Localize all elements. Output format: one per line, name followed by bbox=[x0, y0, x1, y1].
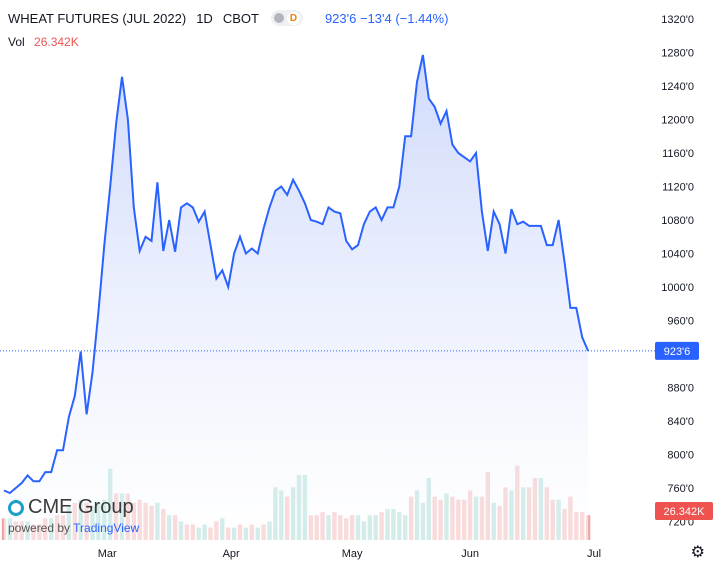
volume-badge-text: 26.342K bbox=[664, 506, 706, 518]
y-tick-label: 800'0 bbox=[667, 450, 694, 462]
x-tick-label: Jul bbox=[587, 548, 601, 560]
market-status-dot-icon bbox=[273, 13, 284, 23]
y-tick-label: 1080'0 bbox=[661, 215, 694, 227]
y-axis: 1320'0 1280'0 1240'0 1200'0 1160'0 1120'0 1080… bbox=[661, 14, 694, 529]
x-tick-label: Apr bbox=[223, 548, 240, 560]
settings-gear-icon[interactable]: ⚙ bbox=[690, 544, 705, 561]
y-tick-label: 1320'0 bbox=[661, 14, 694, 26]
y-tick-label: 840'0 bbox=[667, 416, 694, 428]
symbol-title[interactable]: WHEAT FUTURES (JUL 2022) bbox=[8, 10, 187, 26]
quote-text: 923'6 −13'4 (−1.44%) bbox=[324, 10, 449, 26]
price-area-fill bbox=[4, 55, 589, 540]
volume-value: 26.342K bbox=[34, 35, 79, 49]
axis-badges: 923'6 26.342K bbox=[655, 341, 713, 520]
volume-legend: Vol 26.342K bbox=[8, 35, 79, 49]
y-tick-label: 1040'0 bbox=[661, 249, 694, 261]
y-tick-label: 1200'0 bbox=[661, 115, 694, 127]
y-tick-label: 760'0 bbox=[667, 483, 694, 495]
powered-by-text: powered by bbox=[8, 521, 71, 535]
y-tick-label: 1160'0 bbox=[662, 148, 694, 160]
last-price-badge-text: 923'6 bbox=[664, 346, 691, 358]
y-tick-label: 1120'0 bbox=[662, 182, 694, 194]
powered-by: powered by TradingView bbox=[8, 521, 139, 535]
volume-bar bbox=[585, 515, 591, 540]
price-line bbox=[3, 54, 590, 495]
interval-label[interactable]: 1D bbox=[196, 10, 213, 26]
y-tick-label: 1240'0 bbox=[661, 81, 694, 93]
y-tick-label: 960'0 bbox=[667, 316, 694, 328]
tradingview-link[interactable]: TradingView bbox=[73, 521, 140, 535]
status-pill[interactable]: D bbox=[270, 10, 303, 26]
volume-badge bbox=[655, 502, 713, 520]
x-tick-label: May bbox=[342, 548, 363, 560]
x-tick-label: Mar bbox=[98, 548, 117, 560]
cme-logo: CME Group bbox=[8, 496, 139, 519]
y-tick-label: 1280'0 bbox=[661, 48, 694, 60]
x-axis: Mar Apr May Jun Jul bbox=[98, 548, 601, 560]
exchange-label: CBOT bbox=[222, 10, 259, 26]
last-price-badge bbox=[655, 341, 699, 360]
y-tick-label: 880'0 bbox=[667, 383, 694, 395]
x-tick-label: Jun bbox=[461, 548, 479, 560]
volume-label: Vol bbox=[8, 35, 25, 49]
globe-icon bbox=[8, 499, 24, 516]
chart-header: WHEAT FUTURES (JUL 2022) 1D CBOT D 923'6… bbox=[8, 10, 448, 26]
volume-bar bbox=[1, 518, 7, 540]
branding[interactable]: CME Group powered by TradingView bbox=[8, 496, 139, 535]
delayed-badge: D bbox=[286, 11, 300, 25]
company-name: CME Group bbox=[28, 496, 134, 518]
y-tick-label: 1000'0 bbox=[661, 282, 694, 294]
